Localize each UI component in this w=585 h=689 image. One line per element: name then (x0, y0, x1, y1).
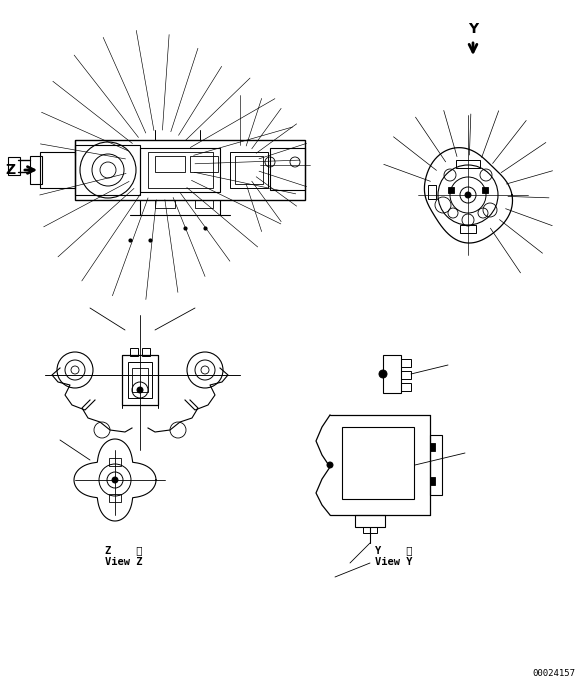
Bar (190, 156, 218, 172)
Bar (401, 383, 411, 391)
Bar (155, 200, 175, 208)
Bar (355, 515, 385, 527)
Bar (460, 225, 476, 233)
Bar (383, 355, 401, 393)
Bar (128, 362, 152, 398)
Circle shape (379, 370, 387, 378)
Bar (140, 148, 220, 192)
Bar (75, 145, 140, 195)
Circle shape (112, 477, 118, 483)
Circle shape (137, 387, 143, 393)
Text: 00024157: 00024157 (532, 669, 575, 678)
Bar (430, 477, 435, 485)
Bar (122, 355, 158, 405)
Bar (363, 527, 377, 533)
Circle shape (465, 192, 471, 198)
Circle shape (327, 462, 333, 468)
Text: Y: Y (468, 22, 478, 36)
Bar (430, 435, 442, 495)
Bar (30, 156, 42, 184)
Bar (148, 152, 213, 188)
Bar (109, 494, 121, 502)
Bar (130, 348, 138, 356)
Bar (75, 140, 305, 200)
Bar (270, 148, 305, 190)
Bar (195, 200, 213, 208)
Bar (456, 160, 480, 168)
Bar (428, 185, 436, 199)
Bar (235, 156, 263, 184)
Bar (482, 187, 488, 193)
Bar (109, 458, 121, 466)
Bar (401, 371, 411, 379)
Bar (40, 152, 75, 188)
Bar (448, 187, 454, 193)
Bar (230, 152, 268, 188)
Text: View Z: View Z (105, 557, 143, 567)
Bar (142, 348, 150, 356)
Bar (155, 156, 185, 172)
Text: Z    視: Z 視 (105, 545, 143, 555)
Bar (401, 359, 411, 367)
Text: View Y: View Y (375, 557, 412, 567)
Bar (342, 427, 414, 499)
Text: Y    視: Y 視 (375, 545, 412, 555)
Bar (430, 443, 435, 451)
Bar (8, 157, 20, 175)
Text: Z: Z (5, 163, 15, 177)
Bar (132, 368, 148, 392)
